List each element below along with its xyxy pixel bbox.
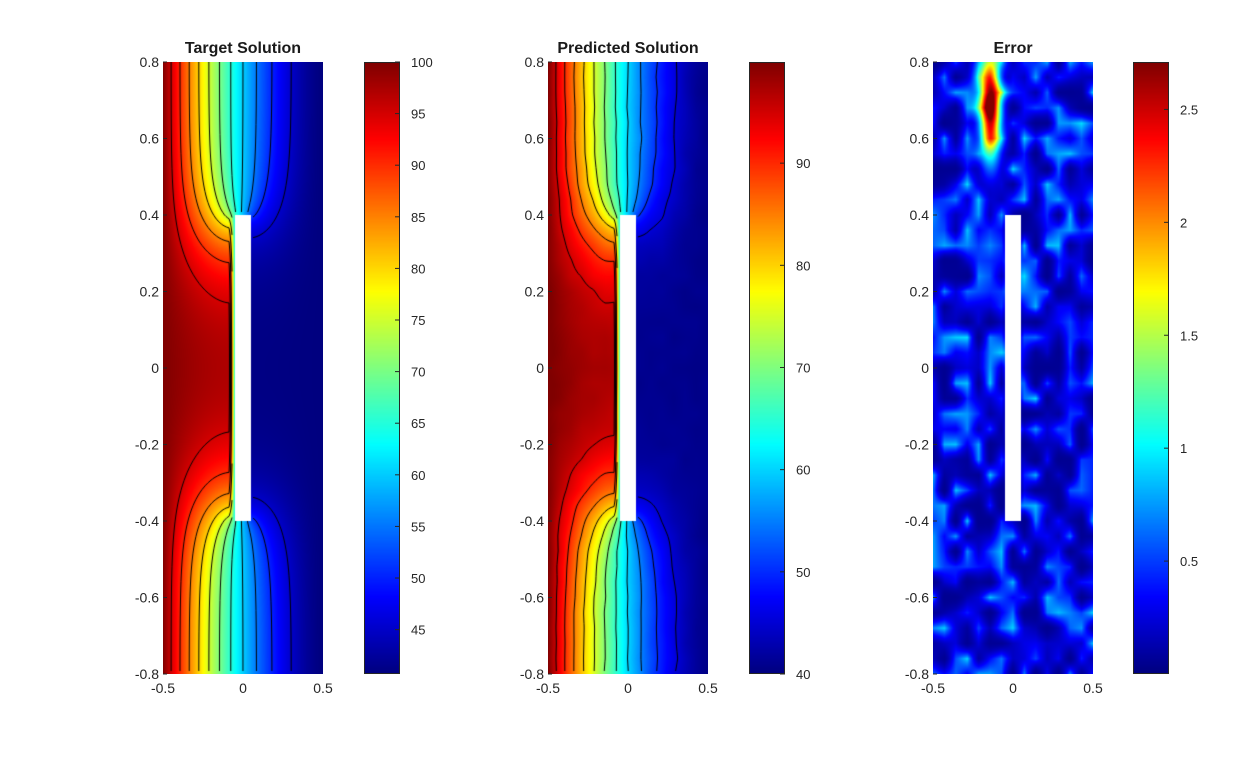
y-tick-label: 0.4: [525, 207, 545, 223]
target-solution-field: [163, 62, 323, 674]
y-tick-label: 0.8: [525, 54, 545, 70]
plot-title: Error: [993, 40, 1032, 57]
y-tick-label: -0.8: [905, 666, 929, 682]
colorbar-tick-label: 80: [411, 261, 425, 276]
x-tick-label: 0: [624, 680, 632, 696]
colorbar-tick-label: 0.5: [1180, 554, 1198, 569]
x-tick-label: 0.5: [1083, 680, 1103, 696]
colorbar-tick-label: 1.5: [1180, 328, 1198, 343]
y-tick-label: -0.8: [520, 666, 544, 682]
x-tick-label: -0.5: [151, 680, 175, 696]
colorbar-tick-label: 85: [411, 210, 425, 225]
y-tick-label: -0.8: [135, 666, 159, 682]
y-tick-label: -0.2: [905, 437, 929, 453]
error-colorbar: [1133, 62, 1169, 674]
colorbar-frame: [364, 62, 400, 674]
x-tick-label: 0.5: [698, 680, 718, 696]
colorbar-tick-label: 60: [796, 463, 810, 478]
x-tick-label: 0.5: [313, 680, 333, 696]
colorbar-tick-label: 75: [411, 313, 425, 328]
colorbar-tick-label: 80: [796, 258, 810, 273]
y-tick-label: 0.2: [140, 284, 160, 300]
colorbar-tick-label: 70: [411, 365, 425, 380]
colorbar-tick-label: 2: [1180, 215, 1187, 230]
error-field: [933, 62, 1093, 674]
plot-area: [163, 62, 323, 674]
plot-title: Target Solution: [185, 40, 301, 57]
y-tick-label: -0.4: [905, 513, 929, 529]
y-tick-label: 0.4: [910, 207, 930, 223]
y-tick-label: 0.8: [140, 54, 160, 70]
y-tick-label: 0: [151, 360, 159, 376]
colorbar-frame: [1133, 62, 1169, 674]
y-tick-label: -0.2: [135, 437, 159, 453]
y-tick-label: -0.6: [520, 590, 544, 606]
colorbar-frame: [749, 62, 785, 674]
colorbar-tick-label: 45: [411, 623, 425, 638]
target-colorbar: [364, 62, 400, 674]
y-tick-label: 0.6: [525, 131, 545, 147]
colorbar-tick-label: 100: [411, 55, 433, 70]
colorbar-tick-label: 55: [411, 519, 425, 534]
predicted-solution-field: [548, 62, 708, 674]
y-tick-label: -0.6: [905, 590, 929, 606]
y-tick-label: 0: [921, 360, 929, 376]
y-tick-label: 0: [536, 360, 544, 376]
colorbar-tick-label: 90: [796, 156, 810, 171]
predicted-colorbar: [749, 62, 785, 674]
plot-title: Predicted Solution: [557, 40, 698, 57]
plot-area: [548, 62, 708, 674]
colorbar-tick-label: 70: [796, 360, 810, 375]
x-tick-label: 0: [1009, 680, 1017, 696]
colorbar-tick-label: 65: [411, 416, 425, 431]
y-tick-label: 0.4: [140, 207, 160, 223]
y-tick-label: -0.6: [135, 590, 159, 606]
y-tick-label: -0.2: [520, 437, 544, 453]
y-tick-label: 0.6: [910, 131, 930, 147]
colorbar-tick-label: 50: [796, 565, 810, 580]
colorbar-tick-label: 50: [411, 571, 425, 586]
x-tick-label: 0: [239, 680, 247, 696]
colorbar-tick-label: 60: [411, 468, 425, 483]
colorbar-tick-label: 40: [796, 667, 810, 682]
colorbar-tick-label: 1: [1180, 441, 1187, 456]
y-tick-label: 0.2: [525, 284, 545, 300]
colorbar-tick-label: 2.5: [1180, 102, 1198, 117]
y-tick-label: 0.2: [910, 284, 930, 300]
y-tick-label: 0.8: [910, 54, 930, 70]
colorbar-tick-label: 95: [411, 107, 425, 122]
x-tick-label: -0.5: [921, 680, 945, 696]
y-tick-label: 0.6: [140, 131, 160, 147]
plot-area: [933, 62, 1093, 674]
colorbar-tick-label: 90: [411, 158, 425, 173]
x-tick-label: -0.5: [536, 680, 560, 696]
y-tick-label: -0.4: [520, 513, 544, 529]
y-tick-label: -0.4: [135, 513, 159, 529]
